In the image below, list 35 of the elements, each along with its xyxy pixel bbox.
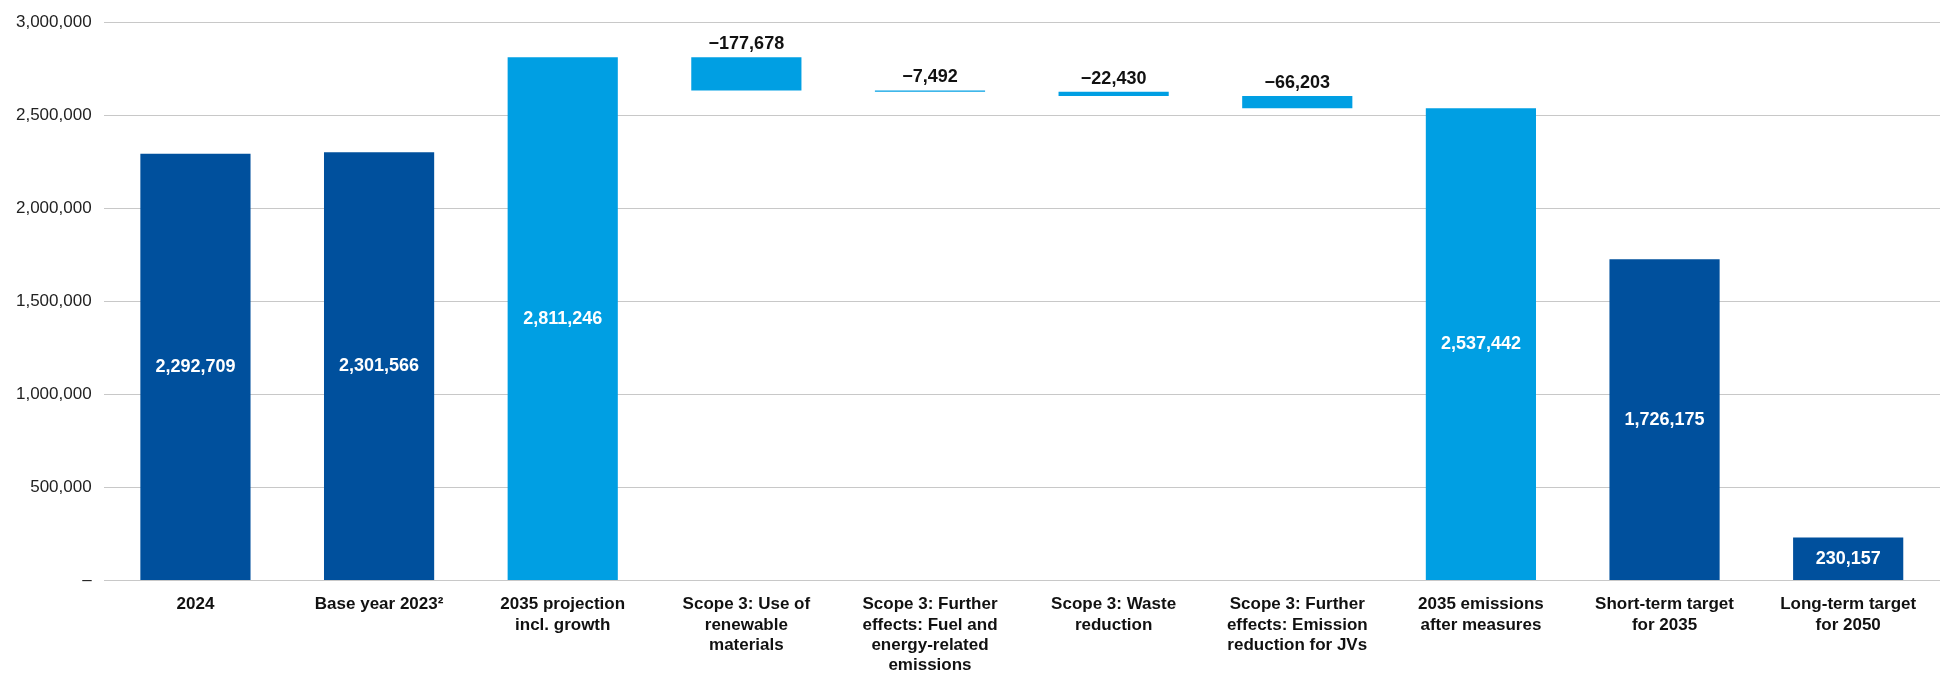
y-tick-label: 2,500,000 <box>15 104 92 124</box>
x-tick-label: Base year 2023² <box>314 594 444 614</box>
x-tick-label: Scope 3: Further effects: Fuel and energy-related emissions <box>862 594 998 675</box>
bar <box>1058 91 1169 96</box>
y-tick-label: 500,000 <box>30 477 92 497</box>
bar <box>691 57 802 91</box>
y-tick-label: 1,000,000 <box>15 384 92 404</box>
bar <box>507 57 618 580</box>
bar <box>1425 108 1536 580</box>
data-label: 1,726,175 <box>1624 408 1705 429</box>
data-label: 230,157 <box>1815 547 1881 568</box>
data-label: 2,811,246 <box>523 307 603 328</box>
data-label: 2,292,709 <box>155 355 236 376</box>
data-label: −177,678 <box>708 33 785 54</box>
data-label: −22,430 <box>1080 67 1147 88</box>
data-label: −66,203 <box>1264 71 1331 92</box>
x-tick-label: Long-term target for 2050 <box>1780 594 1917 634</box>
bar <box>1609 259 1720 580</box>
y-tick-label: 1,500,000 <box>15 290 92 310</box>
data-label: 2,301,566 <box>339 355 420 375</box>
x-tick-label: Scope 3: Further effects: Emission reduction for JVs <box>1226 594 1368 655</box>
x-tick-label: Short-term target for 2035 <box>1595 594 1735 634</box>
bar <box>1242 95 1353 109</box>
y-tick-label: 2,000,000 <box>15 197 92 217</box>
y-tick-label: – <box>82 570 93 590</box>
x-tick-label: Scope 3: Use of renewable materials <box>682 594 811 655</box>
x-tick-label: 2024 <box>176 594 215 614</box>
y-tick-label: 3,000,000 <box>15 11 92 31</box>
x-tick-label: 2035 projection incl. growth <box>500 594 626 634</box>
x-tick-label: Scope 3: Waste reduction <box>1051 594 1177 634</box>
data-label: −7,492 <box>902 66 958 87</box>
bar <box>323 152 435 580</box>
data-label: 2,537,442 <box>1440 333 1521 354</box>
bar <box>140 153 251 580</box>
x-tick-label: 2035 emissions after measures <box>1418 594 1544 634</box>
